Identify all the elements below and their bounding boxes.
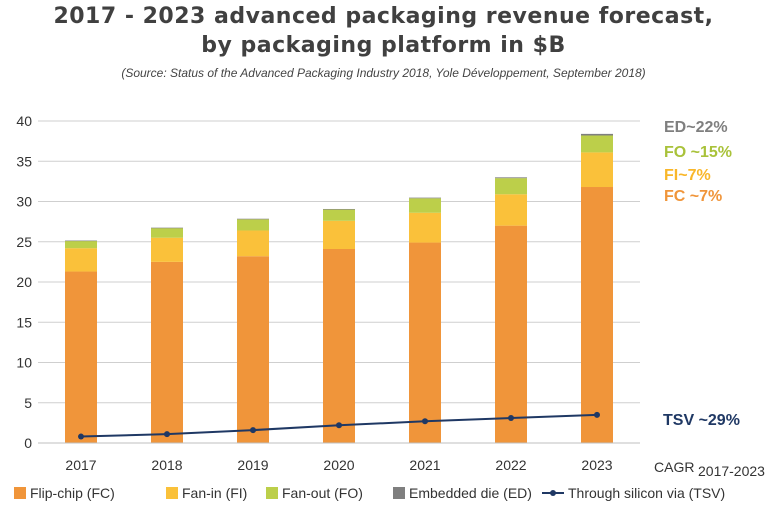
chart-subtitle: (Source: Status of the Advanced Packagin… bbox=[121, 66, 646, 80]
chart-title-line1: 2017 - 2023 advanced packaging revenue f… bbox=[53, 4, 714, 29]
bar-segment-2 bbox=[323, 220, 355, 249]
bar-segment-2 bbox=[495, 194, 527, 226]
cagr-period-label: CAGR bbox=[654, 459, 694, 475]
bar-segment-3 bbox=[65, 240, 97, 249]
tsv-point bbox=[336, 422, 342, 429]
legend-label: Flip-chip (FC) bbox=[30, 485, 115, 501]
bar-segment-2 bbox=[581, 152, 613, 188]
bar-segment-2 bbox=[409, 212, 441, 243]
tsv-point bbox=[422, 418, 428, 425]
x-tick-label: 2020 bbox=[323, 457, 354, 473]
bar-segment-2 bbox=[65, 248, 97, 272]
legend-swatch bbox=[166, 487, 178, 499]
x-tick-label: 2021 bbox=[409, 457, 440, 473]
bar-segment-3 bbox=[581, 135, 613, 153]
cagr-period-sub: 2017-2023 bbox=[698, 463, 765, 479]
y-tick-label: 10 bbox=[16, 355, 32, 371]
bar-segment-4 bbox=[495, 177, 527, 179]
tsv-point bbox=[164, 431, 170, 438]
bar-segment-1 bbox=[65, 271, 97, 443]
y-tick-label: 25 bbox=[16, 234, 32, 250]
y-tick-label: 30 bbox=[16, 194, 32, 210]
tsv-point bbox=[78, 433, 84, 440]
tsv-point bbox=[250, 427, 256, 434]
x-tick-label: 2018 bbox=[151, 457, 182, 473]
cagr-annotation: FO ~15% bbox=[664, 144, 732, 161]
y-tick-label: 40 bbox=[16, 113, 32, 129]
bar-segment-3 bbox=[323, 209, 355, 221]
bar-segment-1 bbox=[151, 261, 183, 443]
legend-label: Embedded die (ED) bbox=[409, 485, 532, 501]
legend-swatch bbox=[14, 487, 26, 499]
y-tick-label: 5 bbox=[24, 395, 32, 411]
legend-label: Fan-in (FI) bbox=[182, 485, 247, 501]
bar-segment-3 bbox=[237, 219, 269, 231]
y-tick-label: 35 bbox=[16, 153, 32, 169]
cagr-annotation: ED~22% bbox=[664, 119, 728, 136]
bar-segment-4 bbox=[581, 133, 613, 136]
bar-segment-3 bbox=[495, 178, 527, 195]
bar-segment-4 bbox=[323, 208, 355, 210]
bar-segment-2 bbox=[237, 230, 269, 257]
cagr-annotation: FI~7% bbox=[664, 167, 711, 184]
bar-segment-1 bbox=[237, 256, 269, 443]
tsv-cagr-annotation: TSV ~29% bbox=[663, 412, 740, 429]
legend-swatch bbox=[393, 487, 405, 499]
bar-segment-1 bbox=[581, 187, 613, 443]
tsv-point bbox=[508, 415, 514, 422]
bar-segment-4 bbox=[409, 197, 441, 199]
bar-segment-1 bbox=[323, 248, 355, 443]
cagr-annotation: FC ~7% bbox=[664, 188, 722, 205]
chart-title-line2: by packaging platform in $B bbox=[201, 33, 566, 58]
tsv-point bbox=[594, 411, 600, 418]
x-tick-label: 2019 bbox=[237, 457, 268, 473]
bar-segment-4 bbox=[65, 240, 97, 242]
legend-label: Fan-out (FO) bbox=[282, 485, 363, 501]
x-tick-label: 2017 bbox=[65, 457, 96, 473]
bar-segment-1 bbox=[495, 225, 527, 443]
legend-line-marker bbox=[550, 490, 556, 496]
bar-segment-2 bbox=[151, 237, 183, 262]
legend-swatch bbox=[266, 487, 278, 499]
bar-segment-4 bbox=[151, 227, 183, 229]
legend-label: Through silicon via (TSV) bbox=[568, 485, 725, 501]
y-tick-label: 20 bbox=[16, 274, 32, 290]
bar-segment-4 bbox=[237, 218, 269, 220]
bar-segment-1 bbox=[409, 242, 441, 443]
x-tick-label: 2022 bbox=[495, 457, 526, 473]
y-tick-label: 0 bbox=[24, 435, 32, 451]
y-tick-label: 15 bbox=[16, 314, 32, 330]
bar-segment-3 bbox=[151, 228, 183, 238]
bar-segment-3 bbox=[409, 198, 441, 213]
x-tick-label: 2023 bbox=[581, 457, 612, 473]
